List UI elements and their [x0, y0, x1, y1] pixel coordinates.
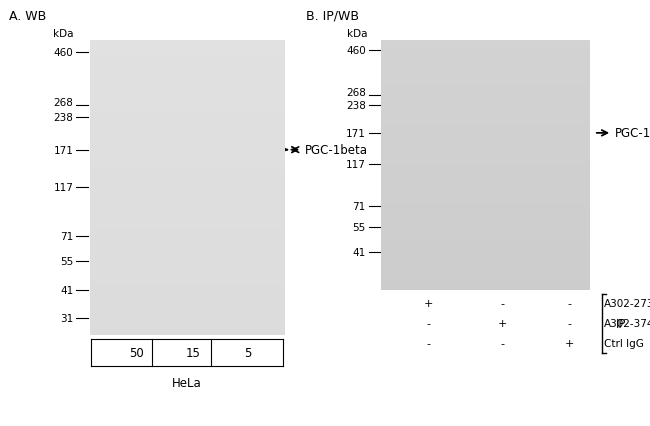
Text: +: +	[498, 318, 507, 328]
Bar	[480, 130, 525, 132]
Bar	[176, 148, 209, 149]
Bar	[116, 147, 155, 154]
Text: 117: 117	[53, 182, 73, 193]
Text: IP: IP	[616, 317, 626, 330]
Text: -: -	[567, 318, 571, 328]
Text: -: -	[567, 299, 571, 309]
Text: Ctrl IgG: Ctrl IgG	[604, 338, 644, 348]
Text: 5: 5	[244, 346, 252, 359]
Text: +: +	[565, 338, 574, 348]
Bar	[480, 223, 525, 229]
Text: A302-273A: A302-273A	[604, 299, 650, 309]
Bar	[480, 130, 525, 138]
Text: HeLa: HeLa	[172, 376, 202, 389]
Text: 55: 55	[352, 223, 366, 233]
Text: B. IP/WB: B. IP/WB	[306, 10, 359, 23]
Text: 238: 238	[346, 101, 366, 111]
Bar	[90, 41, 284, 335]
Bar	[382, 41, 590, 290]
Text: -: -	[427, 318, 431, 328]
Text: -: -	[427, 338, 431, 348]
Bar	[406, 130, 452, 138]
Bar	[235, 148, 261, 150]
Bar	[176, 147, 209, 153]
Text: 15: 15	[185, 346, 200, 359]
Text: -: -	[500, 338, 504, 348]
Text: PGC-1beta: PGC-1beta	[291, 144, 368, 157]
Text: +: +	[424, 299, 434, 309]
Text: A. WB: A. WB	[9, 10, 46, 23]
Text: 31: 31	[60, 313, 73, 323]
Text: 268: 268	[53, 98, 73, 108]
Bar	[116, 147, 155, 149]
Text: 171: 171	[53, 145, 73, 155]
Text: 71: 71	[352, 201, 366, 212]
Text: 50: 50	[129, 346, 144, 359]
Text: 268: 268	[346, 88, 366, 98]
Bar	[235, 148, 261, 153]
Text: 71: 71	[60, 232, 73, 242]
Text: 460: 460	[53, 48, 73, 58]
Text: PGC-1beta: PGC-1beta	[597, 127, 650, 140]
Text: 238: 238	[53, 113, 73, 123]
Bar	[406, 223, 452, 229]
Bar	[406, 130, 452, 132]
Text: kDa: kDa	[347, 29, 367, 39]
Text: 117: 117	[346, 160, 366, 170]
Text: -: -	[500, 299, 504, 309]
Text: 460: 460	[346, 46, 366, 56]
Text: kDa: kDa	[53, 29, 73, 39]
Text: 41: 41	[60, 285, 73, 295]
Text: 41: 41	[352, 247, 366, 257]
Text: 171: 171	[346, 129, 366, 138]
Text: 55: 55	[60, 256, 73, 267]
Text: A302-374A: A302-374A	[604, 318, 650, 328]
